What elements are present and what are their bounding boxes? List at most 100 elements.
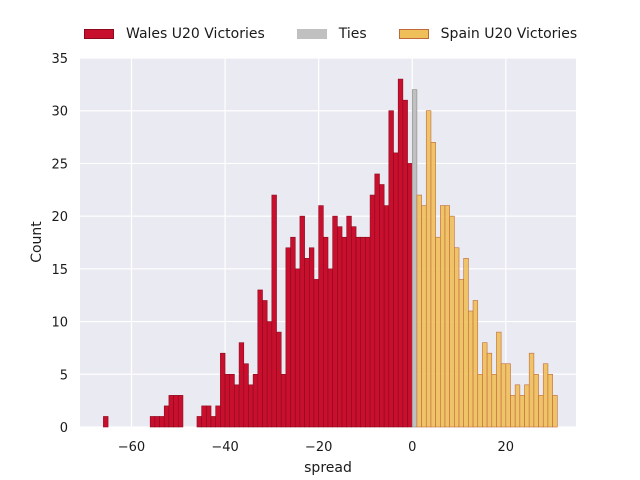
bar	[280, 373, 287, 428]
bar	[323, 236, 329, 428]
y-tick-label: 5	[60, 368, 68, 383]
bar	[505, 363, 511, 428]
bar	[159, 416, 165, 428]
bar	[299, 215, 305, 428]
y-tick-labels: 0 5 10 15 20 25 30 35	[51, 52, 68, 436]
bar	[383, 205, 390, 428]
bar	[425, 110, 432, 428]
bar	[538, 395, 544, 428]
bar	[360, 236, 366, 428]
bar	[421, 205, 427, 428]
legend-swatch-ties	[296, 29, 327, 39]
y-tick-label: 25	[51, 157, 68, 172]
legend-item-wales: Wales U20 Victories	[84, 26, 265, 42]
bar	[248, 384, 254, 428]
legend: Wales U20 Victories Ties Spain U20 Victo…	[84, 26, 609, 42]
bar	[304, 258, 310, 428]
bar	[491, 373, 497, 428]
bar	[215, 405, 221, 428]
bar	[500, 363, 507, 428]
legend-label-spain: Spain U20 Victories	[440, 26, 578, 42]
x-tick-label: −40	[211, 440, 238, 455]
x-tick-label: −60	[118, 440, 145, 455]
bar	[206, 405, 212, 428]
bar	[173, 395, 179, 428]
bars	[103, 78, 558, 428]
bar	[402, 99, 408, 428]
bar	[468, 310, 474, 428]
bar	[332, 215, 338, 428]
bar	[313, 279, 319, 428]
bar	[238, 342, 245, 428]
x-tick-label: −20	[305, 440, 332, 455]
bar	[341, 236, 348, 428]
bar	[458, 279, 464, 428]
bar	[243, 363, 249, 428]
bar	[177, 395, 184, 428]
bar	[519, 395, 525, 428]
bar	[477, 373, 483, 428]
bar	[407, 163, 413, 428]
bar	[379, 184, 385, 428]
bar	[430, 142, 436, 428]
bar	[542, 363, 549, 428]
bar	[290, 236, 296, 428]
bar	[294, 268, 301, 428]
bar	[388, 110, 394, 428]
bar	[454, 247, 460, 428]
bar	[365, 236, 371, 428]
bar	[266, 321, 273, 428]
bar	[369, 194, 376, 428]
bar	[257, 289, 263, 428]
x-tick-labels: −60 −40 −20 0 20	[118, 440, 514, 455]
bar	[533, 373, 539, 428]
y-tick-label: 15	[51, 263, 68, 278]
legend-label-ties: Ties	[338, 26, 367, 42]
bar	[262, 300, 268, 428]
bar	[351, 226, 357, 428]
bar	[435, 236, 441, 428]
bar	[552, 395, 558, 428]
y-axis-label: Count	[29, 221, 45, 263]
bar	[482, 342, 488, 428]
bar	[346, 215, 352, 428]
bar	[416, 194, 422, 428]
bar	[201, 405, 207, 428]
bar	[374, 173, 380, 428]
y-tick-label: 20	[51, 210, 68, 225]
bar	[524, 384, 530, 428]
bar	[163, 405, 170, 428]
legend-item-ties: Ties	[296, 26, 367, 42]
bar	[472, 300, 479, 428]
bar	[355, 236, 362, 428]
bar	[229, 373, 235, 428]
bar	[411, 89, 418, 428]
y-tick-label: 0	[60, 421, 68, 436]
legend-swatch-spain	[398, 29, 429, 39]
bar	[393, 152, 399, 428]
bar	[252, 373, 259, 428]
bar	[514, 384, 521, 428]
bar	[528, 352, 535, 428]
legend-swatch-wales	[84, 29, 114, 39]
bar	[397, 78, 404, 428]
bar	[444, 205, 450, 428]
bar	[327, 268, 333, 428]
bar	[440, 205, 446, 428]
bar	[510, 395, 516, 428]
bar	[154, 416, 160, 428]
bar	[449, 215, 455, 428]
x-axis-label: spread	[304, 460, 352, 476]
bar	[308, 247, 315, 428]
bar	[149, 416, 156, 428]
bar	[196, 416, 202, 428]
bar	[496, 331, 502, 428]
x-tick-label: 20	[498, 440, 515, 455]
x-tick-label: 0	[408, 440, 416, 455]
bar	[337, 226, 343, 428]
bar	[276, 331, 282, 428]
y-tick-label: 35	[51, 52, 68, 67]
bar	[234, 384, 240, 428]
bar	[486, 352, 493, 428]
